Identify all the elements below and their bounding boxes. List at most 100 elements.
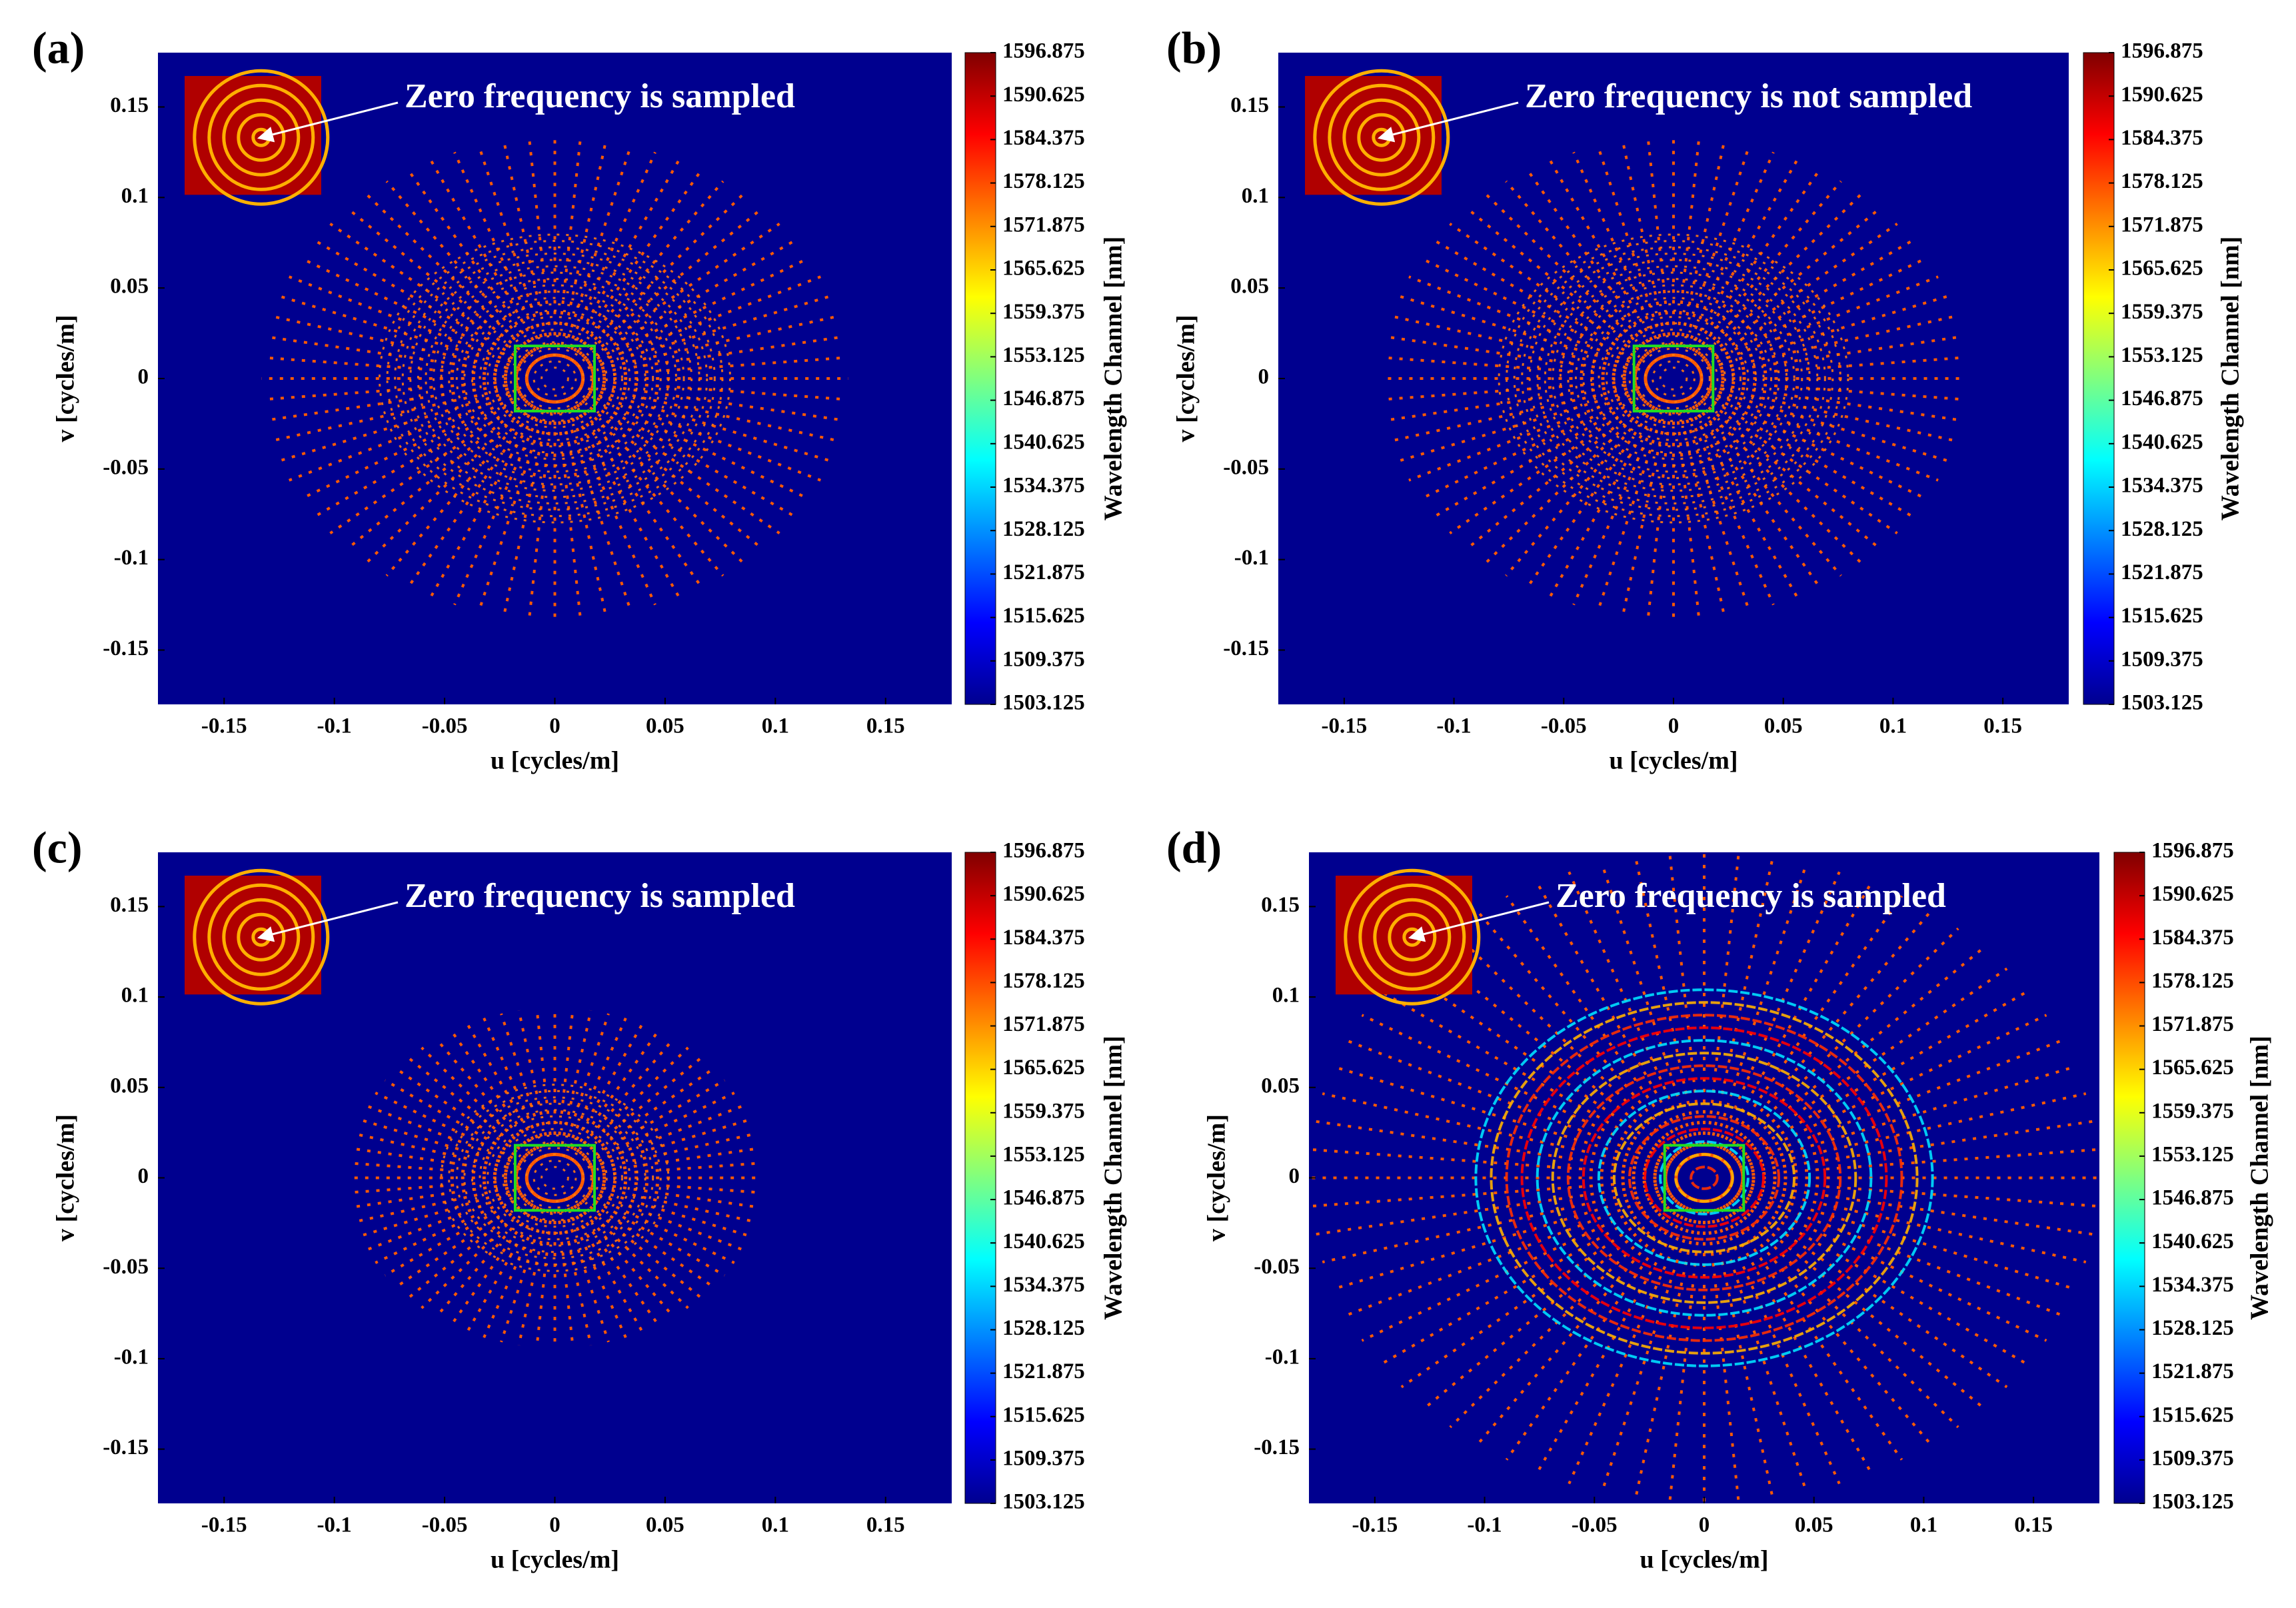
y-tick-label: 0.1 (1272, 984, 1300, 1008)
inset-ring (237, 113, 286, 162)
uv-spoke (1466, 393, 1656, 550)
uv-spoke (571, 394, 744, 564)
annotation: Zero frequency is sampled (405, 877, 795, 915)
inset-ring (1357, 113, 1406, 162)
x-tick-label: 0 (549, 1513, 561, 1537)
y-tick-label: 0.15 (110, 893, 149, 917)
colorbar-tick-label: 1503.125 (2151, 1490, 2234, 1514)
colorbar-tick-label: 1534.375 (1002, 1273, 1085, 1297)
inset-ring (222, 898, 301, 976)
uv-spoke (1691, 393, 1881, 550)
uv-spoke (1722, 1192, 1985, 1409)
colorbar-tick-label: 1596.875 (2121, 39, 2203, 63)
uv-spoke (1722, 946, 1985, 1164)
uv-ring (1652, 360, 1696, 397)
x-tick-label: 0.1 (1879, 714, 1907, 738)
uv-spoke (348, 1162, 529, 1178)
uv-spoke (1310, 1178, 1678, 1208)
uv-spoke (580, 1147, 760, 1176)
y-tick-label: 0.05 (1261, 1074, 1300, 1098)
panel: Zero frequency is sampled -0.15 -0.1 -0.05 0… (1166, 822, 2274, 1574)
colorbar-tick-label: 1503.125 (1002, 1490, 1085, 1514)
y-axis-label: v [cycles/m] (52, 315, 80, 442)
uv-ring (1644, 1128, 1765, 1228)
colorbar-tick-label: 1578.125 (1002, 169, 1085, 193)
colorbar-tick-label: 1509.375 (1002, 1446, 1085, 1470)
uv-spoke (1424, 946, 1687, 1164)
uv-ring (541, 1166, 569, 1190)
uv-ring (1612, 1102, 1796, 1253)
x-tick-label: 0.1 (1910, 1513, 1937, 1537)
inset-ring (207, 883, 315, 991)
panel-label: (d) (1166, 822, 1222, 873)
uv-ring (533, 1160, 577, 1196)
uv-spoke (407, 169, 543, 361)
uv-ring (1582, 1077, 1827, 1279)
uv-spoke (574, 1190, 714, 1289)
uv-ring (394, 246, 716, 511)
y-tick-label: 0.05 (1230, 275, 1269, 299)
panel-label: (c) (32, 822, 82, 873)
uv-spoke (348, 1178, 529, 1194)
uv-spoke (375, 1092, 533, 1169)
uv-spoke (265, 381, 529, 422)
uv-ring (425, 271, 685, 486)
colorbar-tick-label: 1546.875 (2151, 1186, 2234, 1210)
colorbar-tick-label: 1515.625 (2121, 604, 2203, 628)
panel: Zero frequency is sampled -0.15 -0.1 -0.05 0… (32, 822, 1128, 1574)
colorbar-label: Wavelength Channel [nm] (2246, 1036, 2274, 1319)
uv-spoke (1505, 895, 1692, 1160)
y-tick-label: 0.15 (1230, 93, 1269, 117)
uv-ring (448, 291, 662, 466)
uv-spoke (1408, 386, 1650, 482)
inset-ring (1313, 69, 1450, 206)
colorbar-tick-label: 1503.125 (2121, 691, 2203, 715)
uv-spoke (567, 397, 703, 588)
colorbar-tick-label: 1559.375 (1002, 300, 1085, 324)
uv-ring (1621, 335, 1726, 422)
uv-spoke (1382, 356, 1648, 379)
inset-ring (1342, 98, 1421, 177)
center-box (513, 1144, 596, 1212)
uv-ring (509, 1140, 600, 1215)
uv-ring (463, 303, 646, 454)
uv-spoke (395, 1190, 536, 1289)
colorbar-tick-label: 1534.375 (2121, 474, 2203, 498)
uv-spoke (580, 1162, 762, 1178)
x-tick-label: 0.15 (1983, 714, 2022, 738)
uv-ring (386, 240, 724, 517)
inset-ring (1358, 883, 1466, 991)
uv-spoke (1400, 967, 1685, 1166)
colorbar-tick-label: 1540.625 (1002, 1229, 1085, 1253)
uv-ring (1566, 1064, 1842, 1291)
uv-pattern (347, 1008, 762, 1348)
uv-spoke (580, 335, 844, 377)
uv-spoke (567, 1196, 660, 1326)
colorbar-tick-label: 1571.875 (1002, 213, 1085, 237)
uv-spoke (1728, 1184, 2076, 1291)
uv-spoke (1730, 1178, 2098, 1208)
inset-ring (1344, 868, 1481, 1006)
colorbar-tick-label: 1540.625 (1002, 430, 1085, 454)
y-tick-label: -0.15 (1254, 1435, 1300, 1459)
uv-spoke (1646, 400, 1673, 619)
uv-spoke (466, 1023, 545, 1159)
uv-spoke (1730, 1148, 2098, 1178)
colorbar-tick-label: 1578.125 (2121, 169, 2203, 193)
uv-ring (463, 1102, 646, 1253)
uv-spoke (503, 399, 552, 616)
y-tick-label: 0.15 (110, 93, 149, 117)
inset-ring (207, 83, 315, 191)
uv-spoke (289, 386, 532, 482)
uv-spoke (1600, 1198, 1699, 1493)
y-tick-label: 0.05 (110, 275, 149, 299)
colorbar-label: Wavelength Channel [nm] (1100, 1036, 1128, 1319)
uv-ring (479, 316, 631, 441)
uv-ring (1582, 303, 1765, 454)
panel: Zero frequency is sampled -0.15 -0.1 -0.05 0… (32, 23, 1128, 775)
colorbar-tick-label: 1553.125 (1002, 1143, 1085, 1167)
uv-spoke (1725, 990, 2029, 1167)
uv-spoke (1700, 379, 1965, 401)
uv-spoke (573, 207, 763, 365)
arrow (1377, 101, 1519, 143)
